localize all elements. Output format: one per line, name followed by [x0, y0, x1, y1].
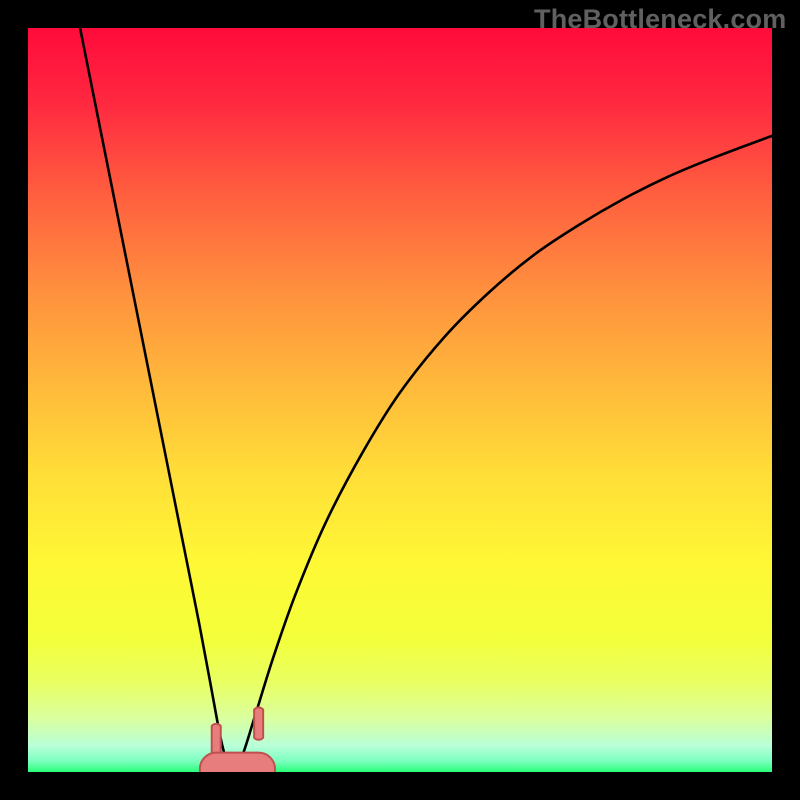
watermark-text: TheBottleneck.com: [534, 4, 786, 34]
bottom-connector-band: [200, 753, 275, 772]
marker-pill-1: [254, 707, 263, 739]
watermark: TheBottleneck.com: [534, 4, 786, 35]
plot-area: [28, 28, 772, 772]
plot-svg: [28, 28, 772, 772]
chart-background: [28, 28, 772, 772]
marker-pill-0: [212, 724, 221, 755]
